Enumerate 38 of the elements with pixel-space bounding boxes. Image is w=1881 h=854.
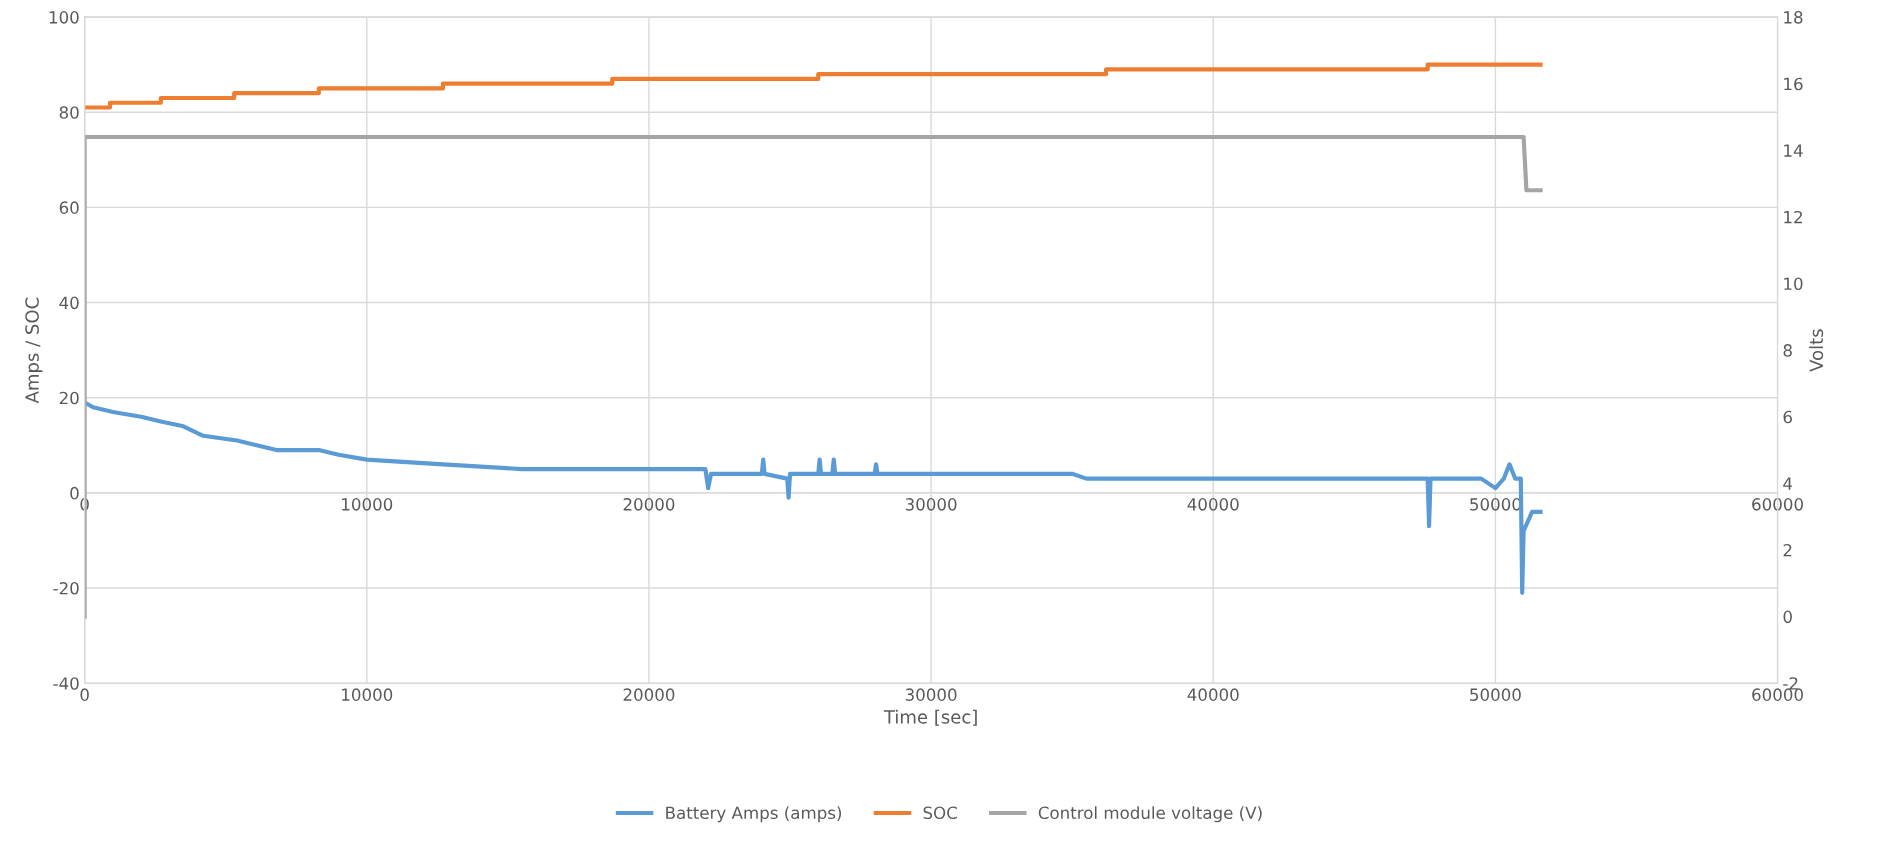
x2-tick-label: 10000 (342, 498, 393, 511)
y-tick-label: -40 (53, 677, 79, 690)
legend-label: Battery Amps (amps) (666, 806, 842, 823)
y2-tick-label: -2 (1783, 677, 1798, 690)
y2-tick-label: 14 (1784, 144, 1803, 157)
y2-axis-title: Volts (1809, 329, 1824, 372)
y2-tick-label: 6 (1783, 410, 1792, 424)
legend-label: SOC (923, 806, 957, 820)
x-tick-label: 20000 (623, 688, 675, 701)
x2-tick-label: 40000 (1187, 498, 1239, 511)
y-tick-label: 100 (49, 11, 79, 24)
x-tick-label: 60000 (1752, 688, 1803, 701)
x-tick-label: 30000 (905, 688, 957, 701)
x-tick-label: 40000 (1187, 688, 1239, 701)
y2-tick-label: 16 (1784, 77, 1803, 91)
y2-tick-label: 10 (1784, 277, 1803, 291)
y2-tick-label: 18 (1784, 11, 1803, 24)
y-tick-label: 0 (70, 486, 79, 500)
line-series (84, 62, 1543, 110)
x2-tick-label: 20000 (623, 498, 675, 511)
x-tick-label: 10000 (342, 688, 393, 701)
y2-tick-label: 12 (1784, 210, 1802, 224)
x-tick-label: 50000 (1470, 688, 1521, 701)
x2-tick-label: 60000 (1752, 498, 1803, 511)
x2-tick-label: 30000 (905, 498, 957, 511)
y2-tick-label: 8 (1783, 344, 1792, 357)
y-axis-title: Amps / SOC (25, 297, 43, 404)
y2-tick-label: 0 (1783, 610, 1792, 624)
y-tick-label: -20 (53, 582, 79, 595)
y-tick-label: 40 (59, 296, 79, 310)
x-axis-title: Time [sec] (883, 709, 977, 726)
y-tick-label: 80 (59, 106, 79, 119)
y-tick-label: 20 (59, 391, 79, 405)
y2-tick-label: 2 (1783, 543, 1792, 557)
legend-label: Control module voltage (V) (1038, 806, 1262, 823)
x-tick-label: 0 (80, 688, 89, 701)
y2-tick-label: 4 (1783, 477, 1793, 490)
y-tick-label: 60 (59, 201, 79, 214)
